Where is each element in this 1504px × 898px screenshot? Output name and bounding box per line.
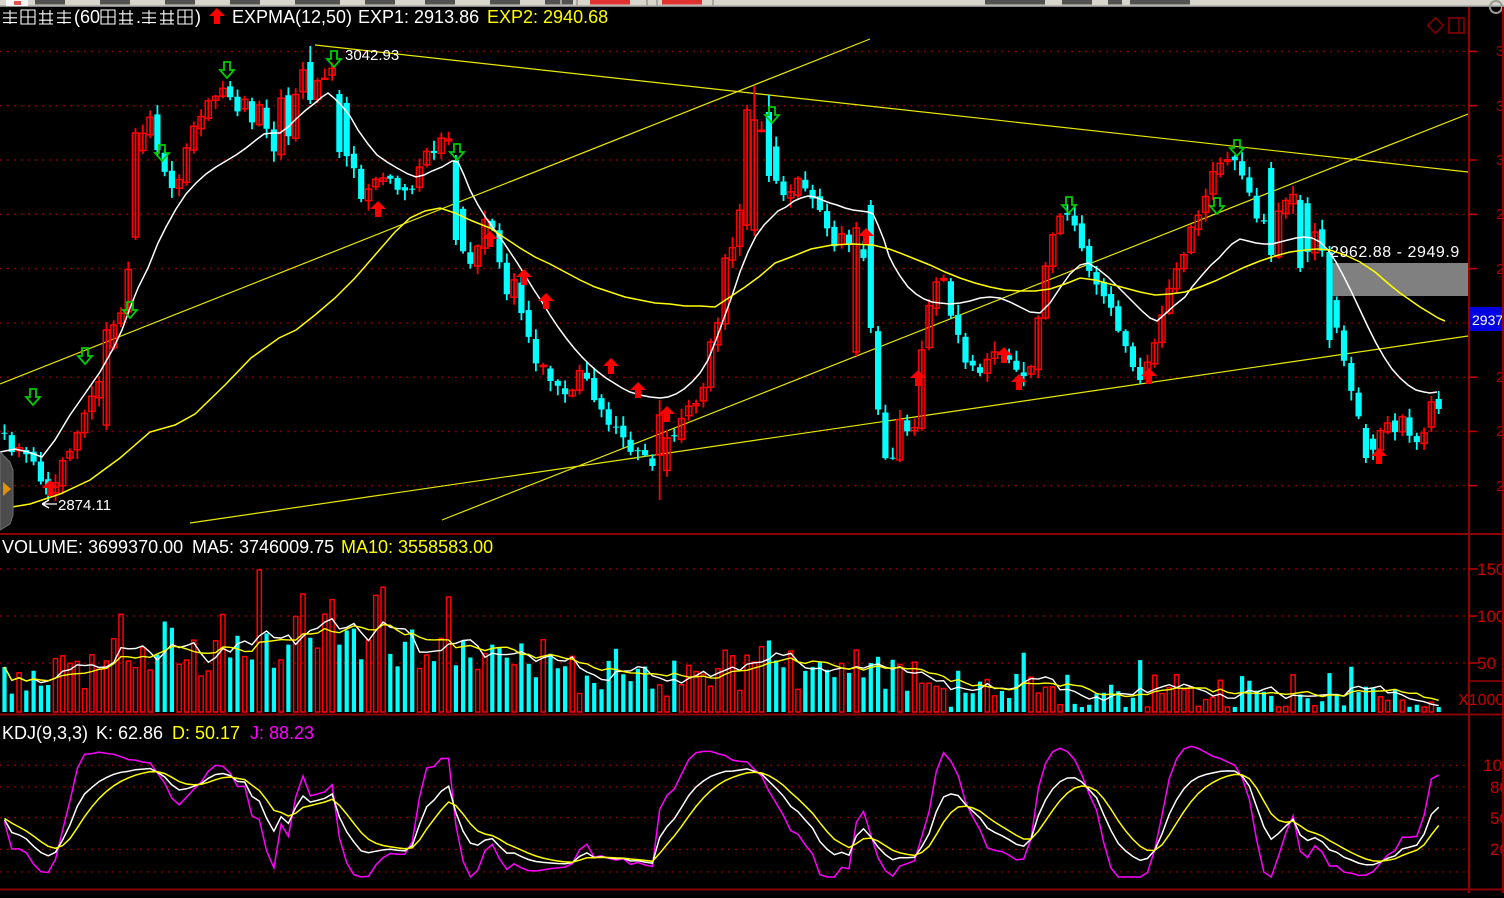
svg-text:50: 50 [1490,809,1504,828]
svg-text:EXPMA(12,50): EXPMA(12,50) [232,7,352,27]
svg-text:2900: 2900 [1496,423,1504,440]
svg-text:3000: 3000 [1496,152,1504,169]
svg-text:2880: 2880 [1496,478,1504,495]
svg-text:(60: (60 [74,7,100,27]
svg-text:3040: 3040 [1496,43,1504,60]
svg-text:VOLUME: 3699370.00: VOLUME: 3699370.00 [2,537,183,557]
svg-text:MA5: 3746009.75: MA5: 3746009.75 [192,537,334,557]
svg-text:K: 62.86: K: 62.86 [96,723,163,743]
svg-text:2962.88 - 2949.9: 2962.88 - 2949.9 [1330,244,1460,261]
svg-text:MA10: 3558583.00: MA10: 3558583.00 [341,537,493,557]
svg-text:20: 20 [1490,840,1504,859]
svg-text:150: 150 [1477,560,1504,579]
svg-text:): ) [195,7,201,27]
svg-text:100: 100 [1483,756,1504,775]
svg-text:80: 80 [1490,778,1504,797]
svg-text:2960: 2960 [1496,261,1504,278]
svg-text:3042.93: 3042.93 [345,47,399,64]
svg-text:2874.11: 2874.11 [58,497,111,514]
svg-text:KDJ(9,3,3): KDJ(9,3,3) [2,723,88,743]
svg-text:D: 50.17: D: 50.17 [172,723,240,743]
svg-text:100: 100 [1477,607,1504,626]
svg-text:2920: 2920 [1496,369,1504,386]
svg-text:X10000: X10000 [1458,692,1504,709]
svg-text:.: . [136,7,141,27]
svg-text:EXP1: 2913.86: EXP1: 2913.86 [358,7,479,27]
svg-text:2980: 2980 [1496,206,1504,223]
svg-text:50: 50 [1477,654,1496,673]
svg-text:3020: 3020 [1496,98,1504,115]
svg-text:2937: 2937 [1472,312,1503,328]
svg-text:J: 88.23: J: 88.23 [250,723,314,743]
svg-text:EXP2: 2940.68: EXP2: 2940.68 [487,7,608,27]
